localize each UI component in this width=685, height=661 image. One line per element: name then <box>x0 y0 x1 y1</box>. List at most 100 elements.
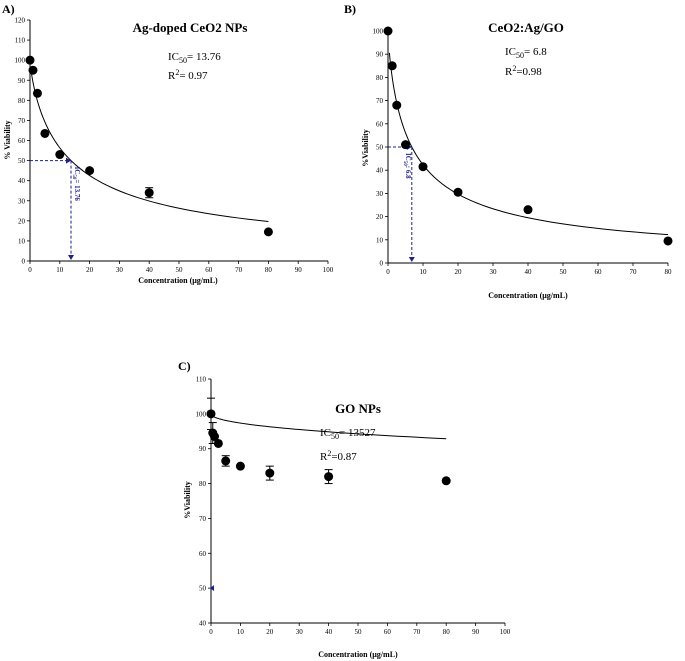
y-axis-label-a: % Viability <box>3 120 12 159</box>
y-tick-label: 90 <box>376 51 384 59</box>
y-tick-label: 10 <box>376 236 384 244</box>
r2-stat-b: R2=0.98 <box>505 64 542 78</box>
x-tick-label: 50 <box>176 266 184 274</box>
x-tick-label: 0 <box>386 268 390 276</box>
y-tick-label: 40 <box>18 177 26 185</box>
ic50-varrow-b <box>408 257 415 262</box>
y-tick-label: 120 <box>15 17 26 25</box>
x-axis-label-c: Concentration (μg/mL) <box>318 650 398 659</box>
ic50-harrow-a <box>66 157 72 164</box>
y-tick-label: 70 <box>199 515 207 523</box>
x-tick-label: 40 <box>146 266 154 274</box>
y-tick-label: 60 <box>376 120 384 128</box>
data-point <box>324 472 334 482</box>
data-point <box>144 188 154 198</box>
y-tick-label: 110 <box>196 376 207 384</box>
data-point <box>210 432 220 442</box>
fit-curve-a <box>30 71 269 223</box>
y-axis-label-b: %Viability <box>361 129 370 166</box>
ic50-stat-c: IC50= 13527 <box>320 427 376 441</box>
data-point <box>85 166 95 176</box>
x-tick-label: 0 <box>209 628 213 636</box>
x-tick-label: 30 <box>490 268 498 276</box>
panel-label-b: B) <box>344 2 356 16</box>
y-tick-label: 110 <box>15 37 26 45</box>
data-point <box>441 476 451 486</box>
y-tick-label: 10 <box>18 237 26 245</box>
x-tick-label: 30 <box>116 266 124 274</box>
y-tick-label: 90 <box>199 445 207 453</box>
y-tick-label: 20 <box>18 217 26 225</box>
x-tick-label: 50 <box>355 628 363 636</box>
ic50-stat-a: IC50= 13.76 <box>168 51 221 65</box>
data-point <box>392 100 402 110</box>
x-tick-label: 80 <box>665 268 673 276</box>
x-tick-label: 0 <box>28 266 32 274</box>
ic50-marker-arrow-c <box>210 585 214 592</box>
y-tick-label: 40 <box>199 620 207 628</box>
data-point <box>383 26 393 36</box>
y-tick-label: 50 <box>18 157 26 165</box>
chart-title-a: Ag-doped CeO2 NPs <box>133 20 248 35</box>
x-tick-label: 70 <box>630 268 638 276</box>
x-tick-label: 70 <box>413 628 421 636</box>
y-tick-label: 50 <box>199 585 207 593</box>
x-tick-label: 20 <box>455 268 463 276</box>
y-tick-label: 40 <box>376 167 384 175</box>
y-tick-label: 20 <box>376 213 384 221</box>
data-point <box>25 55 35 65</box>
data-point <box>265 468 275 478</box>
data-point <box>235 461 245 471</box>
y-tick-label: 0 <box>380 260 384 268</box>
x-tick-label: 40 <box>325 628 333 636</box>
y-tick-label: 30 <box>376 190 384 198</box>
x-tick-label: 80 <box>443 628 451 636</box>
data-point <box>221 456 231 466</box>
data-point <box>387 61 397 71</box>
y-tick-label: 90 <box>18 77 26 85</box>
x-tick-label: 10 <box>420 268 428 276</box>
y-tick-label: 100 <box>196 410 207 418</box>
y-tick-label: 0 <box>22 258 26 266</box>
y-axis-label-c: %Viability <box>183 481 192 518</box>
x-tick-label: 50 <box>560 268 568 276</box>
x-tick-label: 100 <box>323 266 334 274</box>
data-point <box>55 150 65 160</box>
y-tick-label: 80 <box>199 480 207 488</box>
panel-label-a: A) <box>2 2 15 16</box>
x-tick-label: 20 <box>266 628 274 636</box>
y-tick-label: 30 <box>18 197 26 205</box>
y-tick-label: 70 <box>18 117 26 125</box>
x-tick-label: 70 <box>235 266 243 274</box>
y-tick-label: 100 <box>373 28 384 36</box>
y-tick-label: 50 <box>376 144 384 152</box>
data-point <box>418 162 428 172</box>
x-tick-label: 60 <box>384 628 392 636</box>
x-tick-label: 30 <box>296 628 304 636</box>
data-point <box>401 140 410 150</box>
ic50-stat-b: IC50= 6.8 <box>505 46 547 60</box>
y-tick-label: 60 <box>18 137 26 145</box>
x-axis-label-b: Concentration (μg/mL) <box>488 291 568 300</box>
x-tick-label: 90 <box>295 266 303 274</box>
data-point <box>40 128 50 138</box>
x-tick-label: 40 <box>525 268 533 276</box>
x-tick-label: 60 <box>595 268 603 276</box>
x-tick-label: 20 <box>86 266 94 274</box>
y-tick-label: 70 <box>376 97 384 105</box>
x-tick-label: 60 <box>205 266 213 274</box>
data-point <box>213 438 223 448</box>
y-tick-label: 80 <box>18 97 26 105</box>
data-point <box>523 205 533 215</box>
fit-curve-b <box>388 52 669 236</box>
panel-label-c: C) <box>178 359 191 373</box>
data-point <box>453 187 463 197</box>
data-point <box>263 227 273 237</box>
y-tick-label: 80 <box>376 74 384 82</box>
y-tick-label: 60 <box>199 550 207 558</box>
data-point <box>32 88 42 98</box>
y-tick-label: 100 <box>15 57 26 65</box>
data-point <box>206 409 216 419</box>
r2-stat-a: R2= 0.97 <box>168 68 208 82</box>
